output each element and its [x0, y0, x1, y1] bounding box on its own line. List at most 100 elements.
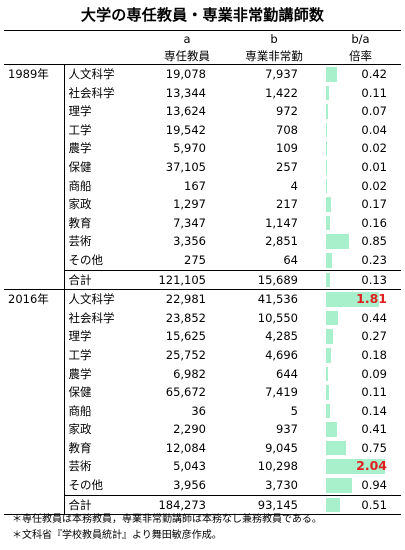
- ratio-value: 0.11: [361, 85, 387, 100]
- col-b-header: 専業非常勤: [228, 47, 320, 65]
- ratio-cell: 0.11: [320, 84, 401, 103]
- ratio-value: 0.01: [361, 159, 387, 174]
- ratio-value: 0.44: [361, 310, 387, 325]
- parttime-count: 708: [276, 122, 298, 137]
- year-label: [4, 309, 64, 328]
- ratio-cell: 0.27: [320, 327, 401, 346]
- parttime-count: 109: [276, 141, 298, 156]
- category-label: 人文科学: [63, 289, 146, 309]
- staff-count: 22,981: [146, 289, 228, 309]
- ratio-bar: [326, 215, 330, 231]
- ratio-value: 0.02: [361, 178, 387, 193]
- year-label: 2016年: [4, 289, 64, 309]
- category-label: 教育: [63, 213, 146, 233]
- parttime-count: 7,419: [265, 385, 298, 400]
- table-row: 保健 37,105 257 0.01: [4, 157, 401, 177]
- category-label: 農学: [63, 139, 146, 158]
- col-ratio-header: 倍率: [320, 47, 401, 65]
- parttime-count: 9,045: [265, 440, 298, 455]
- table-row: 商船 36 5 0.14: [4, 401, 401, 421]
- ratio-cell: 0.51: [320, 494, 401, 516]
- year-label: [4, 177, 64, 196]
- year-label: [4, 158, 64, 177]
- ratio-bar: [326, 292, 379, 307]
- year-label: [4, 346, 64, 365]
- ratio-value: 1.81: [356, 291, 387, 307]
- staff-count: 13,624: [165, 104, 206, 119]
- ratio-value: 0.18: [361, 347, 387, 362]
- table-row: 芸術 5,043 10,298 2.04: [4, 457, 401, 477]
- table-row: 2016年 人文科学 22,981 41,536 1.81: [4, 289, 401, 309]
- year-label: [4, 121, 64, 140]
- parttime-count: 1,422: [265, 85, 298, 100]
- staff-count: 3,956: [173, 478, 206, 493]
- parttime-count: 5: [290, 403, 298, 418]
- ratio-bar: [326, 422, 337, 437]
- parttime-count: 217: [276, 197, 298, 212]
- table-row: 理学 13,624 972 0.07: [4, 102, 401, 121]
- category-label: 社会科学: [63, 308, 146, 328]
- ratio-value: 0.13: [361, 272, 387, 287]
- ratio-cell: 0.41: [320, 420, 401, 439]
- table-row: 理学 15,625 4,285 0.27: [4, 327, 401, 346]
- ratio-bar: [326, 366, 328, 382]
- category-label: 教育: [63, 438, 146, 458]
- table-row: 社会科学 13,344 1,422 0.11: [4, 83, 401, 103]
- category-label: 工学: [63, 345, 146, 365]
- staff-count: 25,752: [165, 347, 206, 362]
- ratio-value: 0.02: [361, 141, 387, 156]
- year-label: [4, 420, 64, 439]
- staff-count: 3,356: [173, 234, 206, 249]
- category-label: 理学: [63, 327, 146, 346]
- col-a-letter: a: [146, 30, 228, 48]
- year-label: [4, 195, 64, 214]
- parttime-count: 7,937: [265, 67, 298, 81]
- category-label: 家政: [63, 420, 146, 439]
- ratio-value: 0.16: [361, 215, 387, 230]
- staff-count: 19,078: [165, 67, 206, 81]
- ratio-bar: [326, 197, 331, 212]
- ratio-bar: [326, 440, 346, 456]
- year-label: [4, 139, 64, 158]
- ratio-cell: 0.44: [320, 309, 401, 328]
- year-label: [4, 383, 64, 402]
- table-row: その他 3,956 3,730 0.94: [4, 476, 401, 496]
- category-label: その他: [63, 250, 146, 271]
- ratio-value: 0.51: [361, 497, 387, 512]
- table-row: 家政 1,297 217 0.17: [4, 195, 401, 214]
- ratio-cell: 2.04: [320, 457, 401, 476]
- total-row: 合計 121,105 15,689 0.13: [4, 269, 401, 290]
- col-ratio-letter: b/a: [320, 30, 401, 48]
- ratio-bar: [326, 403, 330, 419]
- staff-count: 6,982: [173, 366, 206, 381]
- ratio-value: 0.23: [361, 252, 387, 267]
- ratio-value: 2.04: [356, 458, 387, 474]
- year-label: [4, 327, 64, 346]
- year-label: [4, 102, 64, 121]
- staff-count: 121,105: [146, 269, 228, 290]
- staff-count: 36: [191, 403, 206, 418]
- staff-count: 1,297: [173, 197, 206, 212]
- category-label: 合計: [63, 494, 146, 516]
- staff-count: 5,970: [173, 141, 206, 156]
- ratio-bar: [326, 329, 333, 344]
- total-row: 合計 184,273 93,145 0.51: [4, 494, 401, 516]
- ratio-cell: 0.13: [320, 269, 401, 290]
- table-body: 1989年 人文科学 19,078 7,937 0.42 社会科学 13,344 1,422 0…: [4, 64, 401, 516]
- ratio-cell: 0.11: [320, 383, 401, 402]
- ratio-value: 0.75: [361, 440, 387, 455]
- ratio-bar: [326, 252, 332, 268]
- ratio-bar: [326, 234, 349, 249]
- table-row: 芸術 3,356 2,851 0.85: [4, 232, 401, 251]
- ratio-cell: 0.09: [320, 365, 401, 384]
- category-label: 理学: [63, 102, 146, 121]
- staff-count: 37,105: [165, 159, 206, 174]
- ratio-value: 0.41: [361, 422, 387, 437]
- ratio-value: 0.07: [361, 104, 387, 119]
- year-label: [4, 84, 64, 103]
- category-label: 保健: [63, 157, 146, 177]
- ratio-cell: 0.02: [320, 177, 401, 196]
- table-row: 商船 167 4 0.02: [4, 176, 401, 196]
- staff-count: 12,084: [165, 440, 206, 455]
- ratio-bar: [326, 178, 327, 194]
